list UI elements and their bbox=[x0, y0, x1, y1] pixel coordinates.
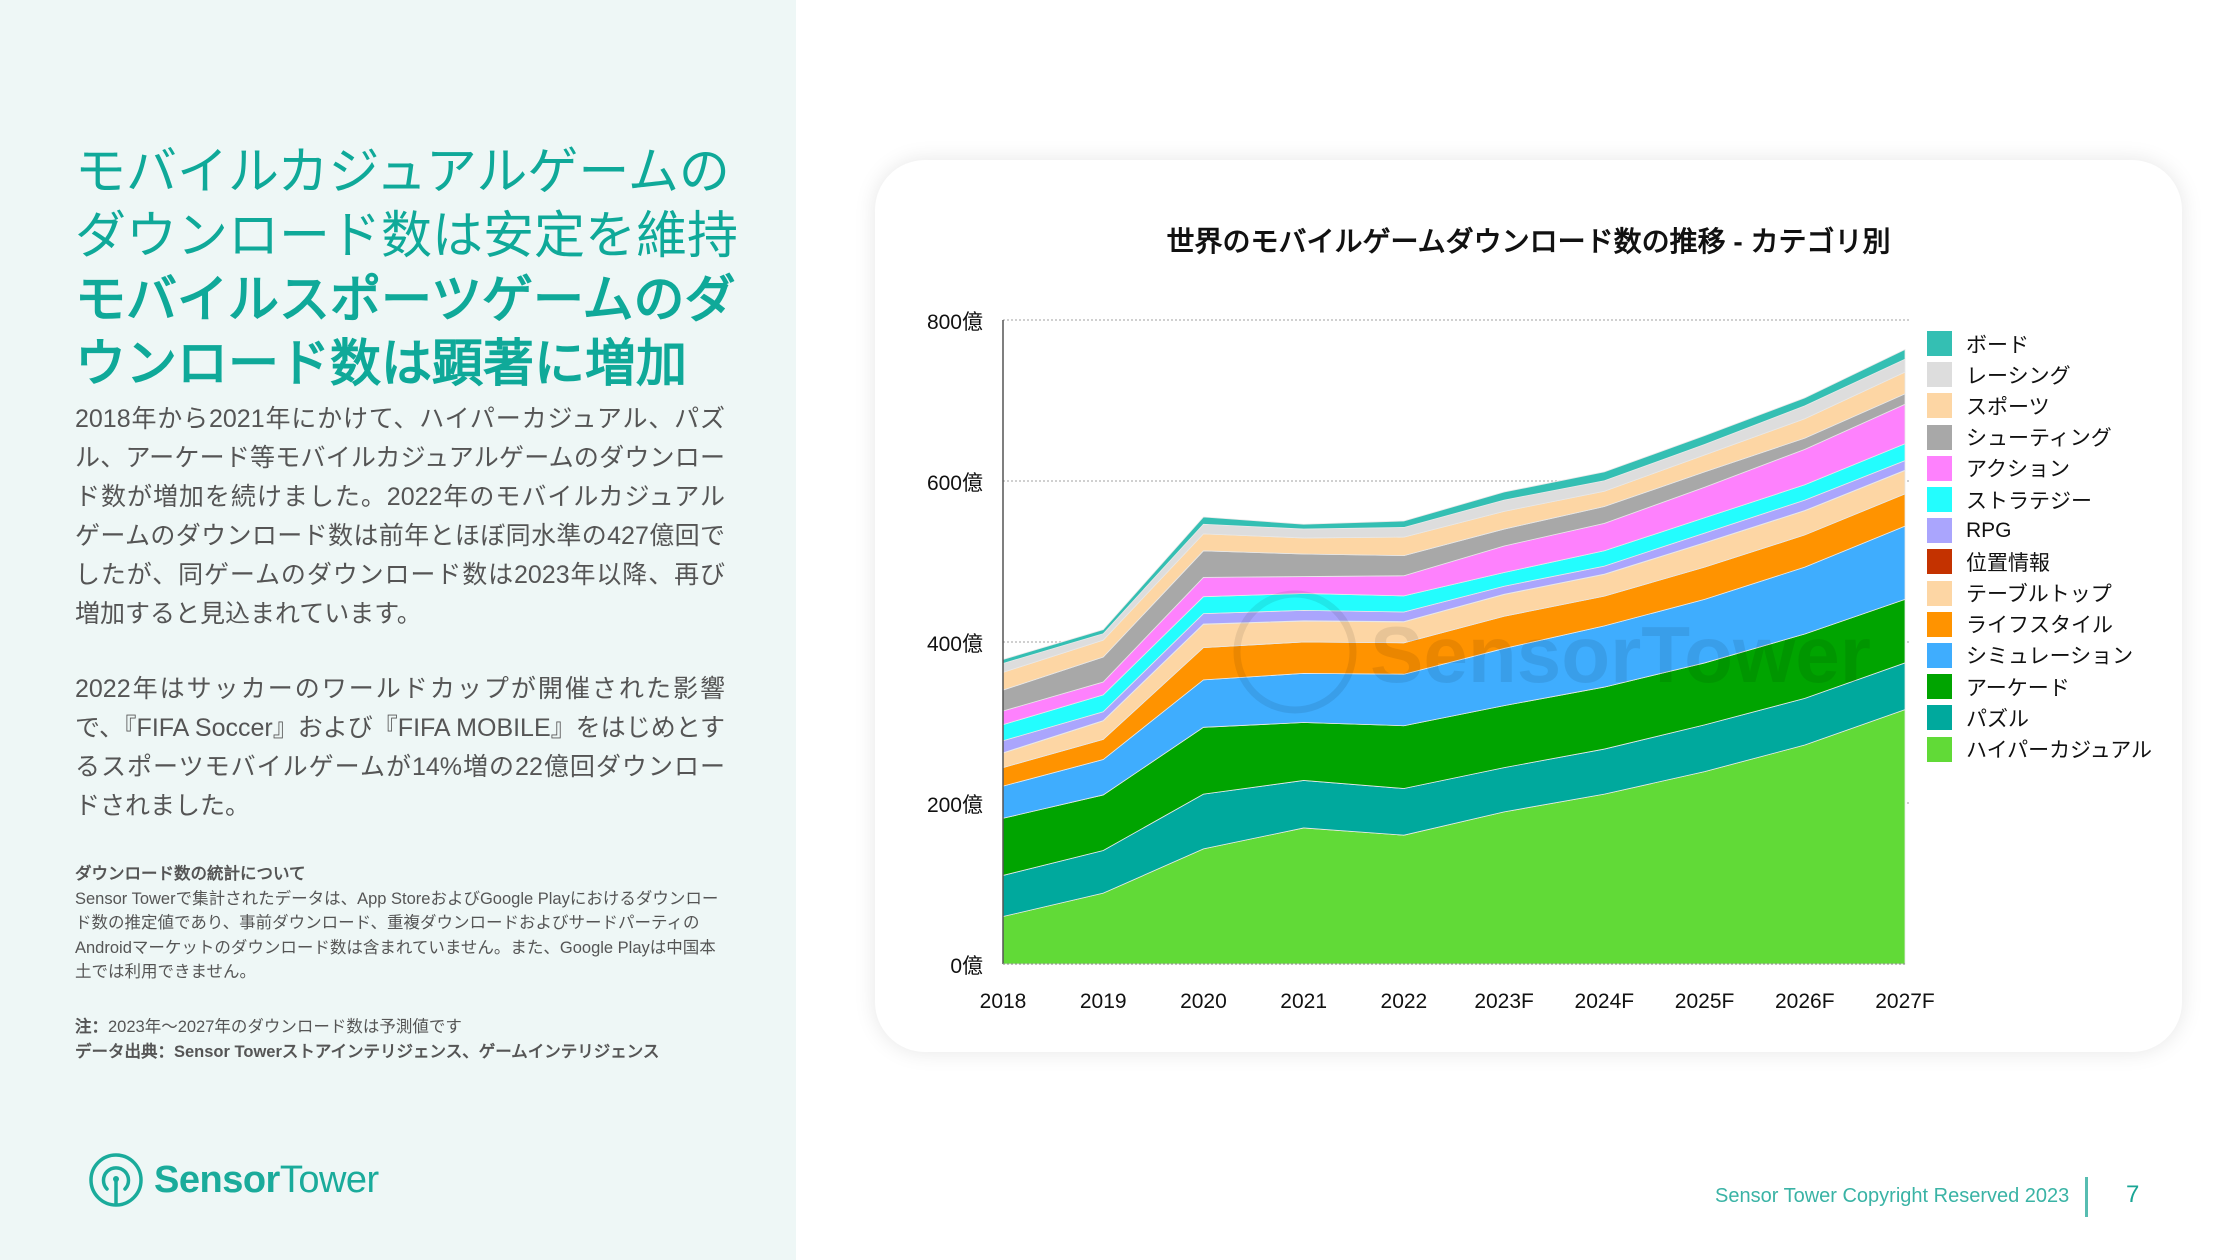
legend-label: テーブルトップ bbox=[1966, 583, 2112, 607]
legend-label: 位置情報 bbox=[1966, 551, 2050, 575]
legend-item: パズル bbox=[1927, 702, 2152, 733]
legend-item: ハイパーカジュアル bbox=[1927, 733, 2152, 764]
legend-item: 位置情報 bbox=[1927, 546, 2152, 577]
legend-swatch bbox=[1927, 674, 1952, 700]
legend-swatch bbox=[1927, 331, 1952, 357]
page-number: 7 bbox=[2126, 1181, 2140, 1208]
x-tick-label: 2023F bbox=[1474, 990, 1534, 1013]
download-stats-note: ダウンロード数の統計について Sensor Towerで集計されたデータは、Ap… bbox=[75, 862, 725, 985]
forecast-note-label: 注： bbox=[75, 1018, 108, 1036]
legend-item: レーシング bbox=[1927, 359, 2152, 390]
legend-swatch bbox=[1927, 736, 1952, 762]
legend-item: シューティング bbox=[1927, 422, 2152, 453]
legend-item: スポーツ bbox=[1927, 390, 2152, 421]
y-tick-label: 0億 bbox=[950, 955, 983, 978]
left-panel: モバイルカジュアルゲームの ダウンロード数は安定を維持 モバイルスポーツゲームの… bbox=[0, 0, 796, 1260]
legend-swatch bbox=[1927, 393, 1952, 419]
legend-swatch bbox=[1927, 580, 1952, 606]
legend-label: スポーツ bbox=[1966, 395, 2050, 419]
legend-item: ボード bbox=[1927, 328, 2152, 359]
footer-divider bbox=[2085, 1177, 2088, 1217]
legend-label: アクション bbox=[1966, 458, 2070, 482]
sensor-tower-logo: SensorTower bbox=[88, 1152, 379, 1208]
watermark-logo-icon bbox=[1233, 590, 1357, 714]
legend-label: ライフスタイル bbox=[1966, 614, 2113, 638]
chart-legend: ボードレーシングスポーツシューティング アクションストラテジー RPG 位置情報テーブ… bbox=[1927, 328, 2152, 765]
x-tick-label: 2022 bbox=[1381, 990, 1428, 1013]
paragraph-casual-downloads: 2018年から2021年にかけて、ハイパーカジュアル、パズル、アーケード等モバイ… bbox=[75, 405, 725, 628]
legend-label: ボード bbox=[1966, 333, 2029, 357]
legend-swatch bbox=[1927, 424, 1952, 450]
legend-item: アーケード bbox=[1927, 671, 2152, 702]
y-tick-label: 400億 bbox=[927, 633, 983, 656]
legend-label: レーシング bbox=[1966, 364, 2071, 388]
notes-heading: ダウンロード数の統計について bbox=[75, 865, 306, 883]
x-tick-label: 2018 bbox=[980, 990, 1027, 1013]
area-series-13 bbox=[1002, 348, 1906, 665]
y-tick-label: 600億 bbox=[927, 472, 983, 495]
x-tick-label: 2021 bbox=[1280, 990, 1327, 1013]
x-tick-label: 2025F bbox=[1675, 990, 1735, 1013]
legend-swatch bbox=[1927, 518, 1952, 544]
copyright-text: Sensor Tower Copyright Reserved 2023 bbox=[1715, 1185, 2070, 1207]
watermark-text: SensorTower bbox=[1370, 610, 1871, 699]
x-tick-label: 2019 bbox=[1080, 990, 1127, 1013]
headline-line-1: モバイルカジュアルゲームの bbox=[75, 143, 730, 200]
legend-item: シミュレーション bbox=[1927, 640, 2152, 671]
x-tick-label: 2020 bbox=[1180, 990, 1227, 1013]
legend-swatch bbox=[1927, 611, 1952, 637]
stacked-area-chart: 0億 200億 400億 600億 800億 SensorTower 2018 2019 202… bbox=[927, 311, 1935, 1013]
legend-label: RPG bbox=[1966, 518, 2012, 542]
forecast-note: 注：2023年～2027年のダウンロード数は予測値です bbox=[75, 1015, 725, 1040]
legend-label: アーケード bbox=[1966, 676, 2070, 700]
legend-swatch bbox=[1927, 549, 1952, 575]
x-tick-label: 2027F bbox=[1875, 990, 1935, 1013]
sensor-tower-logo-icon bbox=[89, 1153, 143, 1207]
legend-item: ストラテジー bbox=[1927, 484, 2152, 515]
headline-line-4: ウンロード数は顕著に増加 bbox=[75, 335, 688, 392]
headline-line-2: ダウンロード数は安定を維持 bbox=[75, 207, 739, 264]
data-source: データ出典：Sensor Towerストアインテリジェンス、ゲームインテリジェン… bbox=[75, 1040, 725, 1065]
x-tick-label: 2026F bbox=[1775, 990, 1835, 1013]
headline-line-3: モバイルスポーツゲームのダ bbox=[75, 271, 736, 328]
logo-wordmark: SensorTower bbox=[154, 1158, 379, 1201]
data-source-label: データ出典： bbox=[75, 1042, 174, 1061]
legend-swatch bbox=[1927, 705, 1952, 731]
chart-card: 世界のモバイルゲームダウンロード数の推移 - カテゴリ別 0億 200億 400億 6… bbox=[875, 160, 2182, 1052]
legend-label: ハイパーカジュアル bbox=[1966, 739, 2153, 763]
legend-swatch bbox=[1927, 487, 1952, 513]
data-source-text: Sensor Towerストアインテリジェンス、ゲームインテリジェンス bbox=[174, 1042, 660, 1061]
legend-label: パズル bbox=[1966, 707, 2029, 731]
paragraph-sports-downloads: 2022年はサッカーのワールドカップが開催された影響で、『FIFA Soccer… bbox=[75, 675, 725, 820]
x-tick-label: 2024F bbox=[1575, 990, 1635, 1013]
legend-swatch bbox=[1927, 455, 1952, 481]
y-tick-label: 800億 bbox=[927, 311, 983, 334]
headline: モバイルカジュアルゲームの ダウンロード数は安定を維持 モバイルスポーツゲームの… bbox=[75, 140, 755, 396]
notes-body: Sensor Towerで集計されたデータは、App StoreおよびGoogl… bbox=[75, 889, 719, 982]
source-notes: 注：2023年～2027年のダウンロード数は予測値です データ出典：Sensor… bbox=[75, 1015, 725, 1064]
legend-swatch bbox=[1927, 362, 1952, 388]
legend-item: RPG bbox=[1927, 515, 2152, 546]
watermark: SensorTower bbox=[1233, 590, 1871, 714]
legend-item: アクション bbox=[1927, 453, 2152, 484]
chart-title: 世界のモバイルゲームダウンロード数の推移 - カテゴリ別 bbox=[1166, 226, 1891, 257]
legend-label: シミュレーション bbox=[1966, 645, 2134, 669]
y-tick-label: 200億 bbox=[927, 794, 983, 817]
legend-item: ライフスタイル bbox=[1927, 609, 2152, 640]
forecast-note-text: 2023年～2027年のダウンロード数は予測値です bbox=[108, 1018, 462, 1036]
legend-item: テーブルトップ bbox=[1927, 578, 2152, 609]
legend-label: シューティング bbox=[1966, 427, 2112, 451]
legend-label: ストラテジー bbox=[1966, 489, 2092, 513]
legend-swatch bbox=[1927, 642, 1952, 668]
